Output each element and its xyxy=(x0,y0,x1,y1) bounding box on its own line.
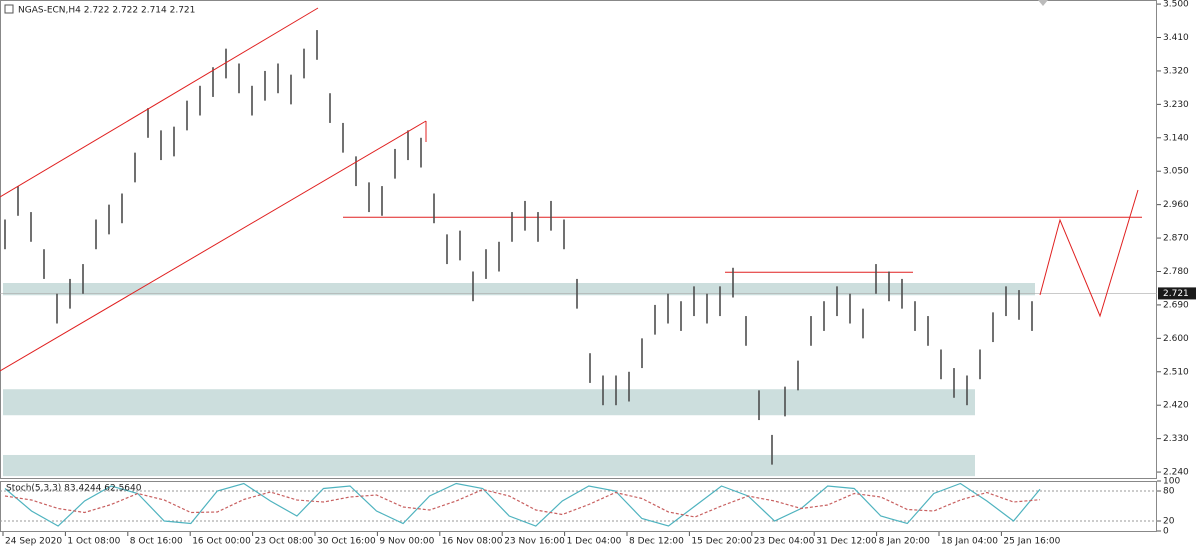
y-tick-label: 2.690 xyxy=(1163,300,1189,310)
title-icon xyxy=(4,4,14,14)
y-tick-label: 2.600 xyxy=(1163,334,1189,344)
y-tick-label: 2.870 xyxy=(1163,234,1189,244)
x-tick-label: 31 Dec 12:00 xyxy=(816,537,877,547)
x-tick-label: 23 Nov 16:00 xyxy=(504,537,565,547)
y-tick-label: 3.230 xyxy=(1163,100,1189,110)
stoch-pane xyxy=(0,481,1157,532)
y-tick-label: 3.500 xyxy=(1163,0,1189,10)
stoch-signal xyxy=(4,488,1041,518)
stoch-tick-label: 0 xyxy=(1163,527,1169,537)
stoch-tick-label: 80 xyxy=(1163,487,1175,497)
y-tick-label: 2.780 xyxy=(1163,267,1189,277)
x-tick-label: 16 Nov 08:00 xyxy=(442,537,503,547)
zone xyxy=(3,283,1035,296)
x-tick-label: 23 Dec 04:00 xyxy=(754,537,815,547)
x-tick-label: 1 Dec 04:00 xyxy=(567,537,622,547)
y-tick-label: 2.330 xyxy=(1163,434,1189,444)
plot-layer: 3.500 3.410 3.320 3.230 3.140 3.050 2.960 2.870… xyxy=(0,0,1196,547)
y-tick-label: 3.140 xyxy=(1163,133,1189,143)
x-tick-label: 15 Dec 20:00 xyxy=(691,537,752,547)
x-tick-label: 30 Oct 16:00 xyxy=(317,537,376,547)
stoch-main xyxy=(4,482,1041,527)
x-tick-label: 25 Jan 16:00 xyxy=(1003,537,1060,547)
x-tick-label: 8 Dec 12:00 xyxy=(629,537,684,547)
y-tick-label: 3.320 xyxy=(1163,66,1189,76)
drawings xyxy=(0,7,1139,372)
x-tick-label: 18 Jan 04:00 xyxy=(941,537,998,547)
last-price-box xyxy=(1158,287,1196,300)
channel-lower xyxy=(0,120,427,372)
x-tick-label: 8 Jan 20:00 xyxy=(879,537,931,547)
stoch-tick-label: 100 xyxy=(1163,477,1180,487)
y-tick-label: 2.420 xyxy=(1163,401,1189,411)
channel-upper xyxy=(0,7,319,198)
zone xyxy=(3,454,975,477)
x-tick-label: 1 Oct 08:00 xyxy=(67,537,120,547)
stoch-tick-label: 20 xyxy=(1163,517,1175,527)
y-tick-label: 2.240 xyxy=(1163,468,1189,478)
x-tick-label: 16 Oct 00:00 xyxy=(192,537,251,547)
y-tick-label: 3.050 xyxy=(1163,167,1189,177)
x-tick-label: 23 Oct 08:00 xyxy=(255,537,314,547)
stoch-title: Stoch(5,3,3) 83.4244 62.5640 xyxy=(6,484,142,494)
shift-marker xyxy=(1038,0,1048,6)
x-tick-label: 24 Sep 2020 xyxy=(5,537,62,547)
x-tick-label: 8 Oct 16:00 xyxy=(130,537,183,547)
y-tick-label: 3.410 xyxy=(1163,33,1189,43)
zone xyxy=(3,389,975,416)
x-tick-label: 9 Nov 00:00 xyxy=(379,537,434,547)
y-tick-label: 2.960 xyxy=(1163,200,1189,210)
last-price-label: 2.721 xyxy=(1163,289,1189,299)
projection xyxy=(1039,189,1139,318)
chart-title: NGAS-ECN,H4 2.722 2.722 2.714 2.721 xyxy=(18,6,195,16)
y-tick-label: 2.510 xyxy=(1163,367,1189,377)
